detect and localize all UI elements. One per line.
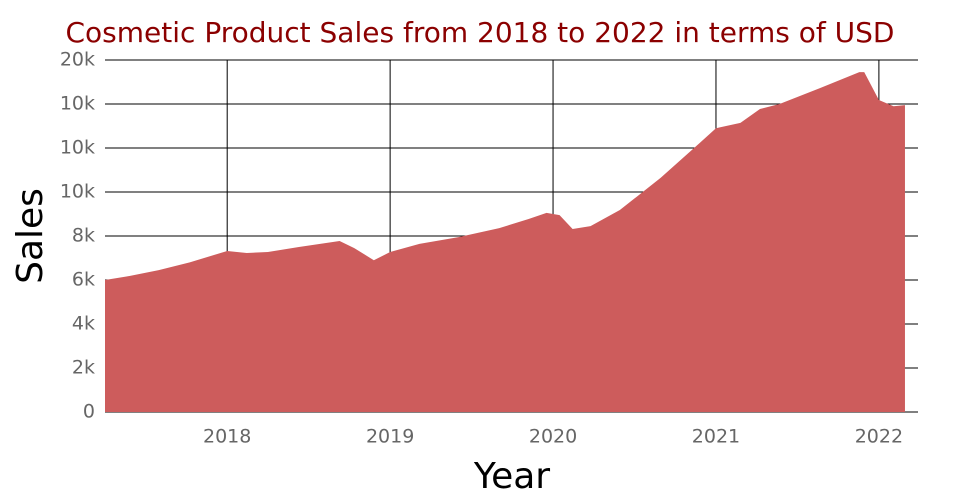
y-tick-label: 4k [72,313,95,335]
x-tick-label: 2022 [855,426,903,448]
y-tick-label: 8k [72,225,95,247]
x-tick-label: 2020 [529,426,577,448]
y-tick-label: 6k [72,269,95,291]
y-tick-label: 0 [83,401,95,423]
y-tick-label: 10k [60,93,95,115]
x-tick-label: 2019 [366,426,414,448]
y-tick-label: 10k [60,181,95,203]
y-axis-label: Sales [10,188,51,284]
chart-title: Cosmetic Product Sales from 2018 to 2022… [66,16,895,49]
x-axis-label: Year [473,456,550,497]
x-tick-label: 2018 [203,426,251,448]
y-tick-label: 10k [60,137,95,159]
y-tick-label: 20k [60,49,95,71]
x-tick-label: 2021 [692,426,740,448]
area [105,72,905,412]
y-tick-label: 2k [72,357,95,379]
